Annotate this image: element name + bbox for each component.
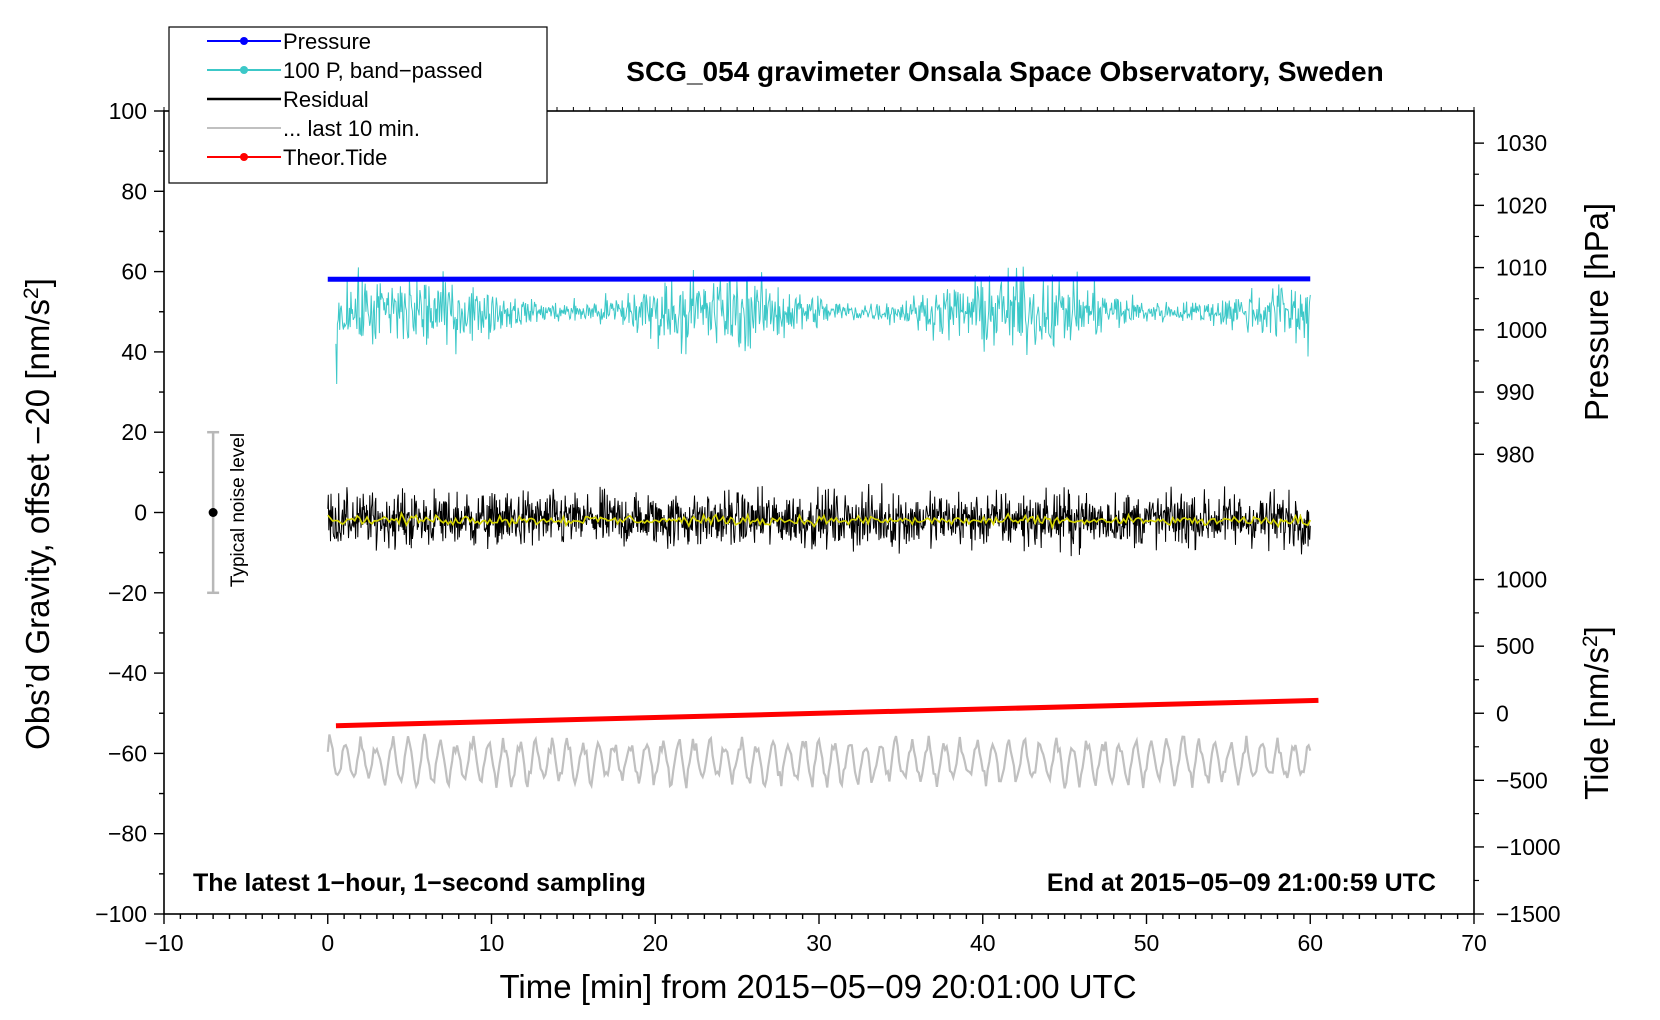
legend-label: Theor.Tide bbox=[283, 145, 387, 170]
y-tick-label: −20 bbox=[108, 580, 147, 606]
pressure-tick-label: 1010 bbox=[1496, 255, 1547, 281]
x-tick-label: 40 bbox=[970, 930, 996, 956]
x-tick-label: 10 bbox=[479, 930, 505, 956]
tide-axis-label: Tide [nm/s2] bbox=[1578, 626, 1615, 800]
legend-label: Pressure bbox=[283, 29, 371, 54]
tide-tick-label: −500 bbox=[1496, 767, 1548, 793]
x-axis-label: Time [min] from 2015−05−09 20:01:00 UTC bbox=[499, 968, 1136, 1005]
pressure-tick-label: 990 bbox=[1496, 379, 1534, 405]
x-tick-label: 30 bbox=[806, 930, 832, 956]
pressure-tick-label: 1000 bbox=[1496, 317, 1547, 343]
annotation-bottom-left: The latest 1−hour, 1−second sampling bbox=[193, 869, 646, 897]
series-band-passed bbox=[335, 266, 1311, 385]
tide-tick-label: 0 bbox=[1496, 700, 1509, 726]
noise-bar-center-dot bbox=[208, 508, 218, 517]
x-tick-label: 20 bbox=[642, 930, 668, 956]
tide-tick-label: 500 bbox=[1496, 633, 1534, 659]
series-layer bbox=[207, 266, 1319, 790]
tide-axis-label-end: ] bbox=[1578, 626, 1615, 635]
tide-axis-label-sup: 2 bbox=[1579, 635, 1602, 647]
axes-layer: −10 0 10 20 30 40 50 60 70100806040200−20−40−60−… bbox=[95, 98, 1560, 956]
legend-marker bbox=[240, 66, 248, 74]
x-tick-label: 50 bbox=[1134, 930, 1160, 956]
y-tick-label: −100 bbox=[95, 901, 147, 927]
tide-axis-label-main: Tide [nm/s bbox=[1578, 647, 1615, 800]
y-tick-label: 100 bbox=[109, 98, 147, 124]
pressure-tick-label: 980 bbox=[1496, 441, 1534, 467]
x-tick-label: 0 bbox=[321, 930, 334, 956]
tide-tick-label: −1500 bbox=[1496, 901, 1561, 927]
pressure-tick-label: 1030 bbox=[1496, 130, 1547, 156]
chart-title: SCG_054 gravimeter Onsala Space Observat… bbox=[626, 56, 1383, 87]
y-tick-label: 20 bbox=[121, 419, 147, 445]
legend-label: 100 P, band−passed bbox=[283, 58, 483, 83]
y-tick-label: 60 bbox=[121, 259, 147, 285]
legend-label: ... last 10 min. bbox=[283, 116, 420, 141]
legend: Pressure 100 P, band−passed Residual ... la… bbox=[168, 26, 548, 184]
x-tick-label: −10 bbox=[144, 930, 183, 956]
legend-marker bbox=[240, 153, 248, 161]
y-axis-label-end: ] bbox=[19, 278, 56, 287]
series-residual-smoothed bbox=[327, 510, 1312, 531]
pressure-axis-label: Pressure [hPa] bbox=[1578, 203, 1615, 421]
y-tick-label: −40 bbox=[108, 660, 147, 686]
legend-label: Residual bbox=[283, 87, 369, 112]
y-tick-label: 80 bbox=[121, 178, 147, 204]
series-last-10-min bbox=[326, 733, 1312, 790]
y-axis-label-sup: 2 bbox=[20, 287, 43, 299]
x-tick-label: 70 bbox=[1461, 930, 1487, 956]
x-tick-label: 60 bbox=[1297, 930, 1323, 956]
y-axis-label-main: Obs’d Gravity, offset −20 [nm/s bbox=[19, 299, 56, 750]
noise-bar-label: Typical noise level bbox=[228, 433, 249, 587]
legend-marker bbox=[240, 37, 248, 45]
annotation-bottom-right: End at 2015−05−09 21:00:59 UTC bbox=[1047, 869, 1436, 897]
y-tick-label: 40 bbox=[121, 339, 147, 365]
pressure-tick-label: 1020 bbox=[1496, 192, 1547, 218]
series-theor-tide bbox=[335, 697, 1319, 729]
tide-tick-label: 1000 bbox=[1496, 567, 1547, 593]
y-tick-label: −80 bbox=[108, 821, 147, 847]
tide-tick-label: −1000 bbox=[1496, 834, 1561, 860]
y-tick-label: 0 bbox=[134, 500, 147, 526]
y-axis-label: Obs’d Gravity, offset −20 [nm/s2] bbox=[19, 278, 56, 750]
y-tick-label: −60 bbox=[108, 740, 147, 766]
